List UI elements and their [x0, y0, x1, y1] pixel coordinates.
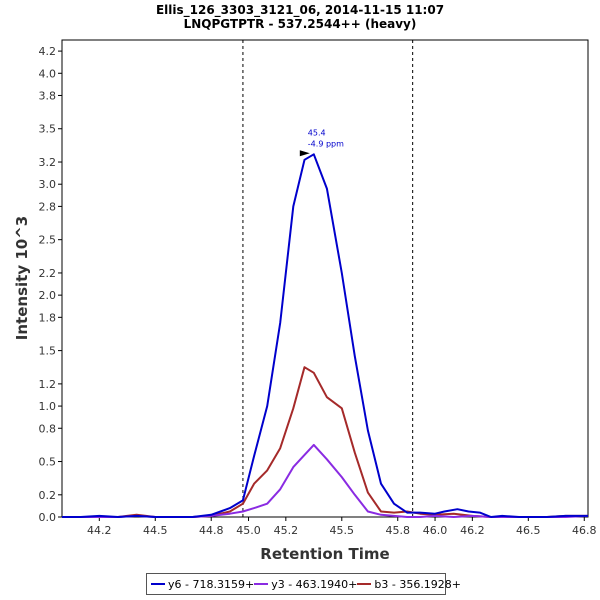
y-tick-label: 1.0: [39, 400, 57, 413]
y-tick-label: 4.0: [39, 67, 57, 80]
peak-marker-icon: [299, 150, 310, 157]
y-tick-label: 1.5: [39, 345, 57, 358]
legend-item-y6: y6 - 718.3159+: [151, 578, 254, 591]
y-tick-label: 2.8: [39, 200, 57, 213]
x-tick-label: 46.8: [572, 524, 597, 537]
plot-area: [61, 39, 589, 518]
legend-label-y3: y3 - 463.1940+: [271, 577, 358, 591]
x-tick-label: 46.0: [423, 524, 448, 537]
y-tick-label: 2.2: [39, 267, 57, 280]
y-tick-label: 0.0: [39, 511, 57, 524]
y-tick-label: 3.2: [39, 156, 57, 169]
legend-item-b3: b3 - 356.1928+: [357, 578, 461, 591]
y-axis-label: Intensity 10^3: [13, 216, 31, 340]
x-tick-label: 45.0: [236, 524, 261, 537]
y-tick-label: 3.8: [39, 89, 57, 102]
x-tick-label: 45.8: [385, 524, 410, 537]
y-tick-label: 0.2: [39, 489, 57, 502]
y-tick-label: 1.2: [39, 378, 57, 391]
legend-item-y3: y3 - 463.1940+: [254, 578, 357, 591]
y-tick-label: 0.8: [39, 422, 57, 435]
y-tick-label: 3.5: [39, 123, 57, 136]
legend-label-b3: b3 - 356.1928+: [374, 577, 462, 591]
y-tick-label: 0.5: [39, 456, 57, 469]
chart-title: Ellis_126_3303_3121_06, 2014-11-15 11:07: [156, 3, 444, 18]
legend-swatch-y3: [254, 583, 269, 585]
y-tick-label: 1.8: [39, 311, 57, 324]
x-axis-label: Retention Time: [260, 545, 389, 563]
chart-subtitle: LNQPGTPTR - 537.2544++ (heavy): [184, 17, 417, 31]
peak-annotation-rt: 45.4: [308, 128, 326, 137]
x-tick-label: 45.5: [330, 524, 355, 537]
x-tick-label: 45.2: [274, 524, 299, 537]
legend-label-y6: y6 - 718.3159+: [168, 577, 255, 591]
x-tick-label: 44.2: [87, 524, 112, 537]
x-tick-label: 44.5: [143, 524, 168, 537]
x-tick-label: 46.2: [460, 524, 485, 537]
chart-legend: y6 - 718.3159+ y3 - 463.1940+ b3 - 356.1…: [146, 573, 461, 595]
legend-swatch-y6: [151, 583, 165, 585]
x-tick-label: 46.5: [516, 524, 541, 537]
peak-annotation-ppm: -4.9 ppm: [308, 139, 344, 148]
y-tick-label: 3.0: [39, 178, 57, 191]
x-tick-label: 44.8: [199, 524, 224, 537]
y-tick-label: 4.2: [39, 45, 57, 58]
series-line-y6: [62, 153, 588, 518]
legend-swatch-b3: [357, 583, 372, 585]
y-tick-label: 2.5: [39, 234, 57, 247]
y-tick-label: 2.0: [39, 289, 57, 302]
